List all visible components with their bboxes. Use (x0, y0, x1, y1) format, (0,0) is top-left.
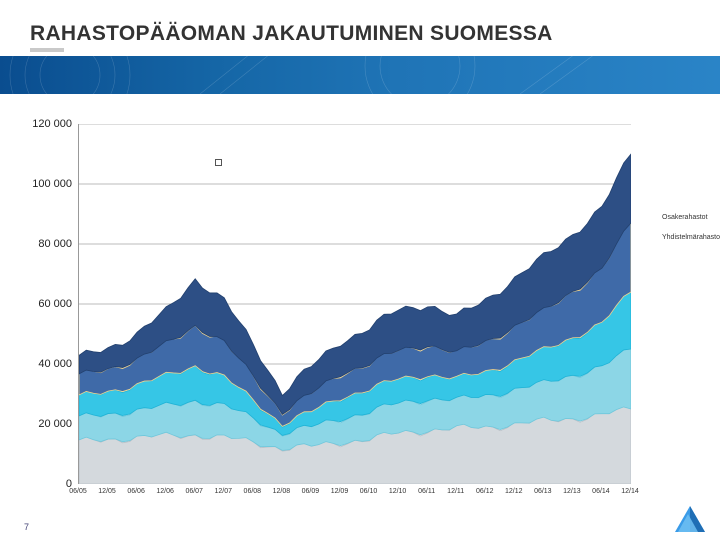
y-tick-label: 60 000 (38, 298, 72, 310)
x-tick-label: 12/13 (563, 488, 581, 495)
header-band (0, 56, 720, 94)
slide-header: RAHASTOPÄÄOMAN JAKAUTUMINEN SUOMESSA (0, 0, 720, 96)
slide: RAHASTOPÄÄOMAN JAKAUTUMINEN SUOMESSA 020… (0, 0, 720, 540)
slide-title: RAHASTOPÄÄOMAN JAKAUTUMINEN SUOMESSA (30, 22, 553, 46)
title-underline (30, 48, 64, 52)
logo-icon (672, 504, 708, 534)
x-tick-label: 12/14 (621, 488, 639, 495)
x-tick-label: 06/07 (185, 488, 203, 495)
legend-item: Yhdistelmärahastot (662, 232, 720, 243)
x-axis-labels: 06/0512/0506/0612/0606/0712/0706/0812/08… (78, 488, 630, 500)
chart: 020 00040 00060 00080 000100 000120 000 … (20, 118, 700, 518)
x-tick-label: 12/05 (98, 488, 116, 495)
x-tick-label: 06/06 (127, 488, 145, 495)
x-tick-label: 06/14 (592, 488, 610, 495)
x-tick-label: 12/06 (156, 488, 174, 495)
x-tick-label: 12/08 (273, 488, 291, 495)
y-tick-label: 100 000 (32, 178, 72, 190)
x-tick-label: 06/11 (418, 488, 435, 495)
page-number: 7 (24, 522, 29, 532)
x-tick-label: 06/08 (244, 488, 262, 495)
x-tick-label: 06/09 (302, 488, 320, 495)
plot-area (78, 124, 630, 484)
x-tick-label: 06/13 (534, 488, 552, 495)
x-tick-label: 06/05 (69, 488, 87, 495)
y-axis-labels: 020 00040 00060 00080 000100 000120 000 (20, 118, 78, 518)
x-tick-label: 12/07 (214, 488, 232, 495)
x-tick-label: 12/10 (389, 488, 407, 495)
legend-marker-box (215, 159, 222, 166)
x-tick-label: 12/11 (447, 488, 464, 495)
y-tick-label: 20 000 (38, 418, 72, 430)
x-tick-label: 12/09 (331, 488, 349, 495)
x-tick-label: 06/10 (360, 488, 378, 495)
y-tick-label: 80 000 (38, 238, 72, 250)
x-tick-label: 12/12 (505, 488, 523, 495)
y-tick-label: 40 000 (38, 358, 72, 370)
y-tick-label: 120 000 (32, 118, 72, 130)
x-tick-label: 06/12 (476, 488, 494, 495)
legend-item: Osakerahastot (662, 212, 708, 223)
